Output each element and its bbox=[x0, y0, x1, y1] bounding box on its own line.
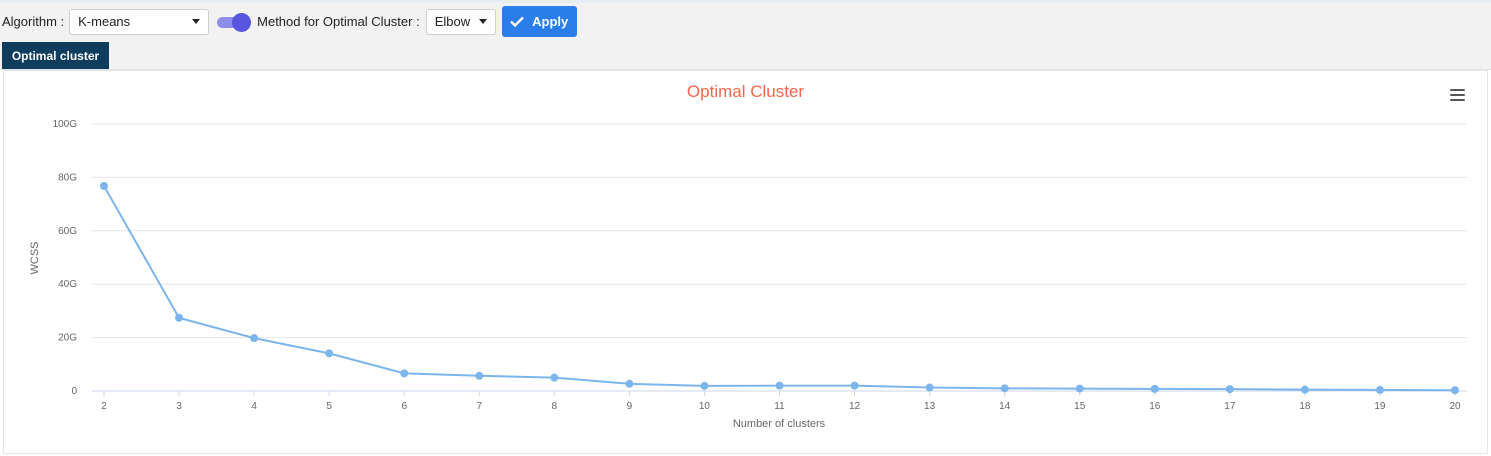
x-tick-label: 20 bbox=[1449, 401, 1461, 412]
x-tick-label: 7 bbox=[476, 401, 482, 412]
data-point[interactable] bbox=[1150, 384, 1159, 393]
x-tick-label: 15 bbox=[1074, 401, 1086, 412]
data-point[interactable] bbox=[625, 379, 634, 388]
data-point[interactable] bbox=[850, 381, 859, 390]
y-tick-label: 40G bbox=[58, 279, 77, 290]
chevron-down-icon bbox=[192, 19, 201, 24]
axis-layer: 0 20G 40G 60G 80G 100G 2 3 4 5 6 7 8 9 10 11 12 13 14 15 16 1… bbox=[53, 119, 1467, 412]
hamburger-menu-icon[interactable] bbox=[1450, 89, 1465, 101]
series-layer bbox=[100, 181, 1459, 395]
data-point[interactable] bbox=[1451, 386, 1459, 395]
data-point[interactable] bbox=[325, 349, 334, 358]
x-tick-label: 6 bbox=[401, 401, 407, 412]
y-axis-title: WCSS bbox=[29, 242, 41, 275]
x-tick-label: 12 bbox=[849, 401, 861, 412]
data-point[interactable] bbox=[550, 373, 559, 382]
x-tick-label: 2 bbox=[101, 401, 107, 412]
chevron-down-icon bbox=[478, 19, 487, 24]
x-tick-label: 16 bbox=[1149, 401, 1161, 412]
method-toggle[interactable] bbox=[217, 12, 252, 32]
check-icon bbox=[510, 16, 524, 27]
data-point[interactable] bbox=[1375, 385, 1384, 394]
x-tick-label: 8 bbox=[552, 401, 558, 412]
x-tick-label: 10 bbox=[699, 401, 711, 412]
x-tick-label: 3 bbox=[176, 401, 182, 412]
data-point[interactable] bbox=[250, 334, 259, 343]
x-tick-label: 17 bbox=[1224, 401, 1236, 412]
apply-button[interactable]: Apply bbox=[501, 6, 577, 37]
data-point[interactable] bbox=[775, 381, 784, 390]
method-select[interactable]: Elbow bbox=[425, 8, 496, 35]
x-tick-label: 4 bbox=[251, 401, 257, 412]
toolbar: Algorithm : K-means Method for Optimal C… bbox=[0, 3, 1491, 40]
y-tick-label: 60G bbox=[58, 226, 77, 237]
algorithm-select-value: K-means bbox=[78, 14, 131, 29]
top-strip bbox=[0, 0, 1491, 3]
method-label: Method for Optimal Cluster : bbox=[257, 14, 420, 29]
x-tick-label: 18 bbox=[1299, 401, 1311, 412]
apply-button-label: Apply bbox=[532, 14, 569, 29]
data-point[interactable] bbox=[700, 381, 709, 390]
series-line bbox=[103, 185, 1456, 392]
y-tick-label: 0 bbox=[71, 386, 77, 397]
x-axis-title: Number of clusters bbox=[733, 418, 826, 430]
grid-layer bbox=[92, 123, 1467, 339]
x-tick-label: 19 bbox=[1374, 401, 1386, 412]
algorithm-label: Algorithm : bbox=[2, 14, 65, 29]
tab-optimal-cluster[interactable]: Optimal cluster bbox=[2, 42, 109, 69]
data-point[interactable] bbox=[175, 313, 184, 322]
x-tick-label: 11 bbox=[774, 401, 785, 412]
chart-title: Optimal Cluster bbox=[686, 82, 805, 101]
x-tick-label: 14 bbox=[999, 401, 1011, 412]
y-tick-label: 20G bbox=[58, 333, 77, 344]
data-point[interactable] bbox=[1225, 385, 1234, 394]
data-point[interactable] bbox=[475, 371, 484, 380]
data-point[interactable] bbox=[1300, 385, 1309, 394]
algorithm-select[interactable]: K-means bbox=[69, 8, 210, 35]
tab-bar: Optimal cluster bbox=[0, 40, 1491, 70]
x-tick-label: 13 bbox=[924, 401, 936, 412]
y-tick-label: 80G bbox=[58, 172, 77, 183]
method-select-value: Elbow bbox=[434, 14, 471, 29]
toggle-knob bbox=[232, 12, 252, 32]
data-point[interactable] bbox=[1000, 384, 1009, 393]
data-point[interactable] bbox=[400, 369, 409, 378]
y-tick-label: 100G bbox=[53, 119, 78, 130]
x-tick-label: 5 bbox=[326, 401, 332, 412]
data-point[interactable] bbox=[1075, 384, 1084, 393]
data-point[interactable] bbox=[925, 383, 934, 392]
data-point[interactable] bbox=[100, 181, 108, 190]
x-tick-label: 9 bbox=[627, 401, 633, 412]
